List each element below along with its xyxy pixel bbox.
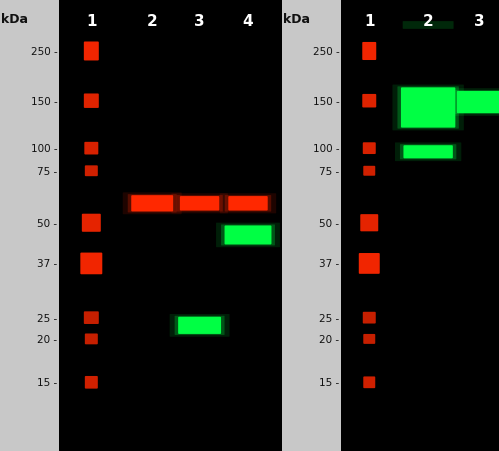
Text: 20 -: 20 - <box>319 334 339 344</box>
Bar <box>341 0 499 451</box>
FancyBboxPatch shape <box>401 88 455 128</box>
Text: 15 -: 15 - <box>37 377 57 387</box>
FancyBboxPatch shape <box>359 253 380 274</box>
FancyBboxPatch shape <box>457 92 499 114</box>
FancyBboxPatch shape <box>403 22 454 30</box>
Text: 250 -: 250 - <box>312 47 339 57</box>
Text: 4: 4 <box>243 14 253 29</box>
Text: 25 -: 25 - <box>37 313 57 323</box>
FancyBboxPatch shape <box>363 143 376 155</box>
FancyBboxPatch shape <box>363 334 375 344</box>
Text: 50 -: 50 - <box>319 218 339 228</box>
FancyBboxPatch shape <box>362 43 376 61</box>
Text: 250 -: 250 - <box>30 47 57 57</box>
Text: kDa: kDa <box>1 13 28 26</box>
Text: 37 -: 37 - <box>319 259 339 269</box>
FancyBboxPatch shape <box>360 215 378 232</box>
FancyBboxPatch shape <box>131 196 173 212</box>
FancyBboxPatch shape <box>363 166 375 176</box>
FancyBboxPatch shape <box>175 316 225 335</box>
FancyBboxPatch shape <box>392 85 464 131</box>
Bar <box>59 0 282 451</box>
FancyBboxPatch shape <box>177 196 223 212</box>
FancyBboxPatch shape <box>448 89 499 117</box>
FancyBboxPatch shape <box>84 42 99 61</box>
FancyBboxPatch shape <box>180 197 220 211</box>
FancyBboxPatch shape <box>216 223 280 248</box>
FancyBboxPatch shape <box>400 145 456 160</box>
Text: 20 -: 20 - <box>37 334 57 344</box>
FancyBboxPatch shape <box>225 196 271 212</box>
FancyBboxPatch shape <box>362 95 376 108</box>
FancyBboxPatch shape <box>85 166 98 177</box>
FancyBboxPatch shape <box>225 226 271 245</box>
Text: 1: 1 <box>86 14 97 29</box>
Text: 37 -: 37 - <box>37 259 57 269</box>
FancyBboxPatch shape <box>397 87 459 129</box>
FancyBboxPatch shape <box>84 143 98 155</box>
Text: 2: 2 <box>147 14 158 29</box>
Text: 50 -: 50 - <box>37 218 57 228</box>
FancyBboxPatch shape <box>178 317 221 334</box>
Text: 150 -: 150 - <box>30 97 57 106</box>
Text: 1: 1 <box>364 14 375 29</box>
FancyBboxPatch shape <box>363 377 375 388</box>
FancyBboxPatch shape <box>80 253 102 275</box>
Text: 15 -: 15 - <box>319 377 339 387</box>
Bar <box>0 0 59 451</box>
FancyBboxPatch shape <box>84 94 99 109</box>
Text: 150 -: 150 - <box>312 97 339 106</box>
Text: 3: 3 <box>474 14 485 29</box>
FancyBboxPatch shape <box>85 376 98 389</box>
FancyBboxPatch shape <box>82 214 101 232</box>
Text: 100 -: 100 - <box>313 144 339 154</box>
FancyBboxPatch shape <box>170 314 230 337</box>
Text: 75 -: 75 - <box>37 166 57 176</box>
Text: 2: 2 <box>423 14 434 29</box>
FancyBboxPatch shape <box>85 334 98 345</box>
FancyBboxPatch shape <box>172 194 228 214</box>
FancyBboxPatch shape <box>220 194 276 214</box>
FancyBboxPatch shape <box>403 146 453 159</box>
Text: kDa: kDa <box>283 13 310 26</box>
Text: 3: 3 <box>194 14 205 29</box>
FancyBboxPatch shape <box>229 197 267 211</box>
Text: 100 -: 100 - <box>31 144 57 154</box>
FancyBboxPatch shape <box>395 143 461 162</box>
FancyBboxPatch shape <box>128 195 177 213</box>
FancyBboxPatch shape <box>453 91 499 115</box>
FancyBboxPatch shape <box>221 225 275 246</box>
Text: 25 -: 25 - <box>319 313 339 323</box>
Bar <box>282 0 341 451</box>
Text: 75 -: 75 - <box>319 166 339 176</box>
FancyBboxPatch shape <box>363 312 376 324</box>
FancyBboxPatch shape <box>123 193 182 215</box>
FancyBboxPatch shape <box>84 312 99 324</box>
